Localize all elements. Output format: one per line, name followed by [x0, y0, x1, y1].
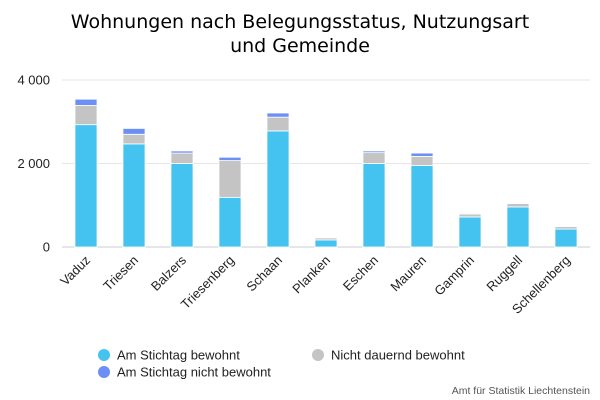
legend[interactable]: Am Stichtag bewohnt Nicht dauernd bewohnt…	[98, 348, 465, 380]
bar-segment[interactable]	[218, 160, 242, 198]
bar-segment[interactable]	[266, 130, 290, 248]
legend-marker	[312, 349, 324, 361]
bar-segment[interactable]	[122, 133, 146, 145]
bar-segment[interactable]	[506, 206, 530, 248]
x-tick-label: Vaduz	[57, 253, 93, 289]
bar-segment[interactable]	[458, 212, 482, 215]
chart-title-line1: Wohnungen nach Belegungsstatus, Nutzungs…	[71, 11, 529, 33]
bar-segment[interactable]	[122, 143, 146, 248]
bar-segment[interactable]	[218, 196, 242, 248]
legend-label: Am Stichtag nicht bewohnt	[117, 365, 271, 380]
x-tick-label: Ruggell	[483, 252, 525, 294]
bar-segment[interactable]	[74, 98, 98, 106]
bar-segment[interactable]	[362, 163, 386, 248]
legend-marker	[98, 349, 110, 361]
bar-segment[interactable]	[506, 203, 530, 208]
x-tick-label: Balzers	[148, 252, 190, 294]
bar-segment[interactable]	[266, 112, 290, 118]
legend-label: Nicht dauernd bewohnt	[331, 348, 465, 363]
y-tick-label: 4 000	[17, 73, 50, 88]
x-tick-label: Planken	[289, 253, 333, 297]
legend-item[interactable]: Am Stichtag nicht bewohnt	[98, 365, 271, 380]
chart-title-line2: und Gemeinde	[230, 35, 370, 57]
bar-segment[interactable]	[266, 116, 290, 132]
legend-item[interactable]: Nicht dauernd bewohnt	[312, 348, 465, 363]
bar-segment[interactable]	[410, 165, 434, 248]
bar-segment[interactable]	[362, 150, 386, 154]
y-tick-label: 0	[43, 240, 50, 255]
bar-segment[interactable]	[122, 128, 146, 135]
bars	[74, 98, 578, 248]
bar-segment[interactable]	[74, 105, 98, 126]
bar-segment[interactable]	[458, 216, 482, 248]
bar-segment[interactable]	[314, 239, 338, 248]
bar-segment[interactable]	[506, 202, 530, 204]
legend-item[interactable]: Am Stichtag bewohnt	[98, 348, 240, 363]
bar-segment[interactable]	[554, 228, 578, 248]
bar-segment[interactable]	[74, 124, 98, 248]
legend-marker	[98, 366, 110, 378]
legend-label: Am Stichtag bewohnt	[117, 348, 240, 363]
x-tick-label: Gamprin	[431, 253, 477, 299]
x-tick-label: Eschen	[340, 253, 381, 294]
y-tick-label: 2 000	[17, 156, 50, 171]
y-axis-ticks: 0 2 000 4 000	[17, 73, 50, 255]
bar-segment[interactable]	[362, 152, 386, 164]
bar-segment[interactable]	[458, 213, 482, 218]
x-tick-label: Mauren	[387, 253, 429, 295]
x-tick-label: Triesen	[100, 253, 141, 294]
source-credit: Amt für Statistik Liechtenstein	[452, 385, 590, 397]
bar-segment[interactable]	[218, 156, 242, 161]
bar-segment[interactable]	[410, 156, 434, 166]
bar-segment[interactable]	[410, 152, 434, 157]
bar-segment[interactable]	[170, 150, 194, 154]
x-tick-label: Schaan	[243, 253, 285, 295]
bar-segment[interactable]	[170, 152, 194, 164]
bar-segment[interactable]	[170, 163, 194, 248]
